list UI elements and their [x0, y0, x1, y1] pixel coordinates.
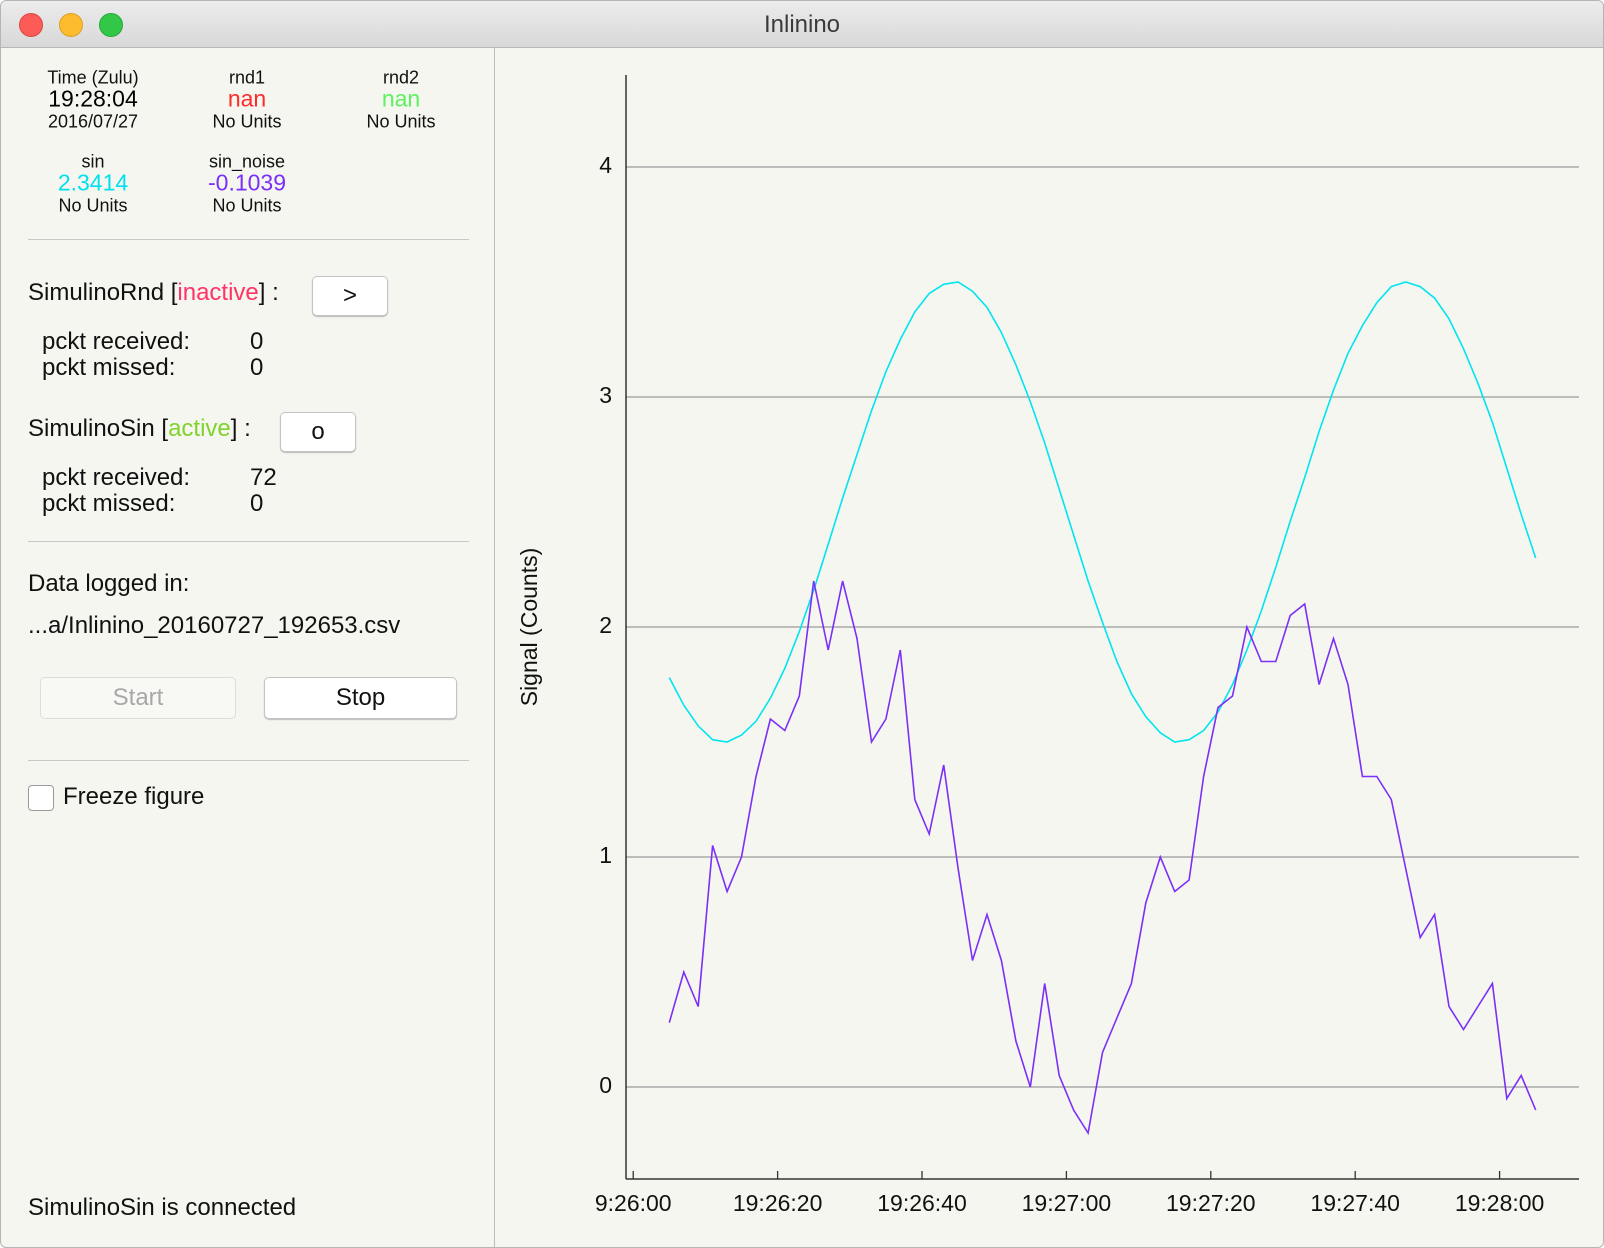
pckt-label: pckt missed: — [42, 354, 176, 381]
x-tick-label: 19:27:20 — [1166, 1190, 1256, 1216]
y-tick-label: 3 — [599, 382, 612, 408]
chart: 0 1 2 3 4 9:26:00 19:26:20 19:26:40 19:27:00 19:2… — [516, 75, 1579, 1216]
device-line: SimulinoSin [active] : — [28, 415, 251, 443]
x-tick-label: 19:26:40 — [877, 1190, 967, 1216]
y-tick-label: 4 — [599, 152, 612, 178]
device-button[interactable]: o — [280, 412, 356, 452]
device-line: SimulinoRnd [inactive] : — [28, 279, 279, 307]
separator — [28, 541, 469, 542]
x-tick-label: 19:26:20 — [733, 1190, 823, 1216]
y-tick-label: 1 — [599, 842, 612, 868]
y-tick-label: 0 — [599, 1072, 612, 1098]
device-status: active — [168, 415, 231, 442]
readout-value: 19:28:04 — [48, 85, 138, 112]
x-tick-label: 19:27:40 — [1310, 1190, 1400, 1216]
y-tick-label: 2 — [599, 612, 612, 638]
readout-value: -0.1039 — [207, 169, 287, 196]
readout-units: No Units — [212, 195, 282, 216]
readout-label: sin_noise — [208, 151, 286, 172]
window-title: Inlinino — [763, 11, 841, 38]
device-suffix: ] : — [230, 415, 251, 442]
readout-value: 2.3414 — [57, 169, 129, 196]
status-text: SimulinoSin is connected — [28, 1194, 297, 1221]
close-button[interactable] — [19, 13, 43, 37]
pckt-value: 0 — [250, 490, 264, 517]
minimize-button[interactable] — [59, 13, 83, 37]
freeze-label: Freeze figure — [63, 783, 205, 810]
readout-units: No Units — [58, 195, 128, 216]
device-name: SimulinoRnd [ — [28, 279, 178, 306]
pckt-value: 0 — [250, 328, 264, 355]
device-button[interactable]: > — [312, 276, 388, 316]
series-line — [668, 281, 1537, 743]
readout-label: rnd1 — [228, 67, 266, 88]
pckt-label: pckt received: — [42, 464, 191, 491]
log-file: ...a/Inlinino_20160727_192653.csv — [28, 612, 401, 639]
device-suffix: ] : — [258, 279, 279, 306]
title-bar: Inlinino — [1, 1, 1603, 48]
readout-units: 2016/07/27 — [47, 111, 139, 132]
series-line — [668, 580, 1537, 1136]
readout-label: Time (Zulu) — [47, 67, 139, 88]
x-tick-label: 19:28:00 — [1455, 1190, 1545, 1216]
x-tick-label: 19:27:00 — [1022, 1190, 1112, 1216]
x-tick-label: 9:26:00 — [595, 1190, 672, 1216]
divider — [494, 47, 495, 1247]
readout-units: No Units — [212, 111, 282, 132]
separator — [28, 239, 469, 240]
stop-button[interactable]: Stop — [264, 677, 457, 719]
start-button: Start — [40, 677, 236, 719]
readout-label: sin — [81, 151, 105, 172]
pckt-label: pckt received: — [42, 328, 191, 355]
readout-value: nan — [381, 85, 421, 112]
device-status: inactive — [177, 279, 259, 306]
separator — [28, 760, 469, 761]
device-name: SimulinoSin [ — [28, 415, 169, 442]
readout-label: rnd2 — [382, 67, 420, 88]
zoom-button[interactable] — [99, 13, 123, 37]
pckt-value: 72 — [250, 464, 277, 491]
log-label: Data logged in: — [28, 570, 190, 597]
pckt-value: 0 — [250, 354, 264, 381]
pckt-label: pckt missed: — [42, 490, 176, 517]
y-axis-label: Signal (Counts) — [516, 548, 542, 707]
readout-units: No Units — [366, 111, 436, 132]
readout-value: nan — [227, 85, 267, 112]
freeze-checkbox[interactable] — [28, 785, 54, 811]
